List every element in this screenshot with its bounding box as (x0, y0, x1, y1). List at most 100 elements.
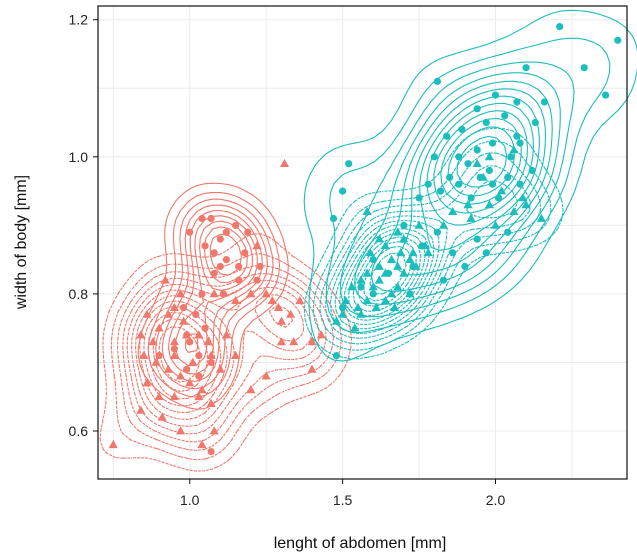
teal-triangle-point (393, 227, 403, 236)
teal-circle-point (436, 187, 445, 195)
teal-circle-point (455, 153, 463, 161)
teal-circle-point (446, 173, 454, 181)
teal-circle-point (556, 23, 564, 31)
teal-circle-point (488, 139, 497, 147)
teal-triangle-point (368, 282, 378, 291)
red-triangle-point (136, 330, 146, 339)
red-circle-point (216, 262, 224, 271)
teal-triangle-point (463, 200, 473, 209)
x-tick-label: 1.0 (180, 492, 200, 508)
teal-triangle-point (347, 282, 357, 291)
y-tick-label: 1.2 (69, 12, 89, 28)
teal-triangle-point (466, 213, 476, 222)
teal-circle-point (449, 249, 457, 257)
teal-triangle-point (365, 248, 375, 257)
red-triangle-point (148, 337, 158, 346)
density-contours (99, 9, 637, 472)
teal-triangle-point (356, 275, 366, 284)
teal-triangle-point (374, 275, 384, 284)
red-triangle-point (188, 357, 198, 366)
teal-circle-point (473, 105, 481, 113)
teal-circle-point (369, 290, 377, 298)
teal-circle-point (602, 91, 610, 99)
red-triangle-point (157, 412, 167, 421)
y-axis-ticks: 0.6 0.8 1.0 1.2 (69, 12, 98, 439)
teal-triangle-point (497, 186, 507, 195)
x-tick-label: 1.5 (333, 492, 353, 508)
teal-circle-point (504, 228, 512, 236)
red-triangle-point (108, 439, 118, 449)
teal-circle-point (443, 132, 451, 140)
teal-circle-point (501, 112, 509, 120)
red-triangle-point (209, 289, 219, 298)
red-triangle-point (215, 364, 225, 373)
teal-triangle-point (509, 145, 519, 154)
red-triangle-point (273, 302, 283, 311)
red-circle-point (241, 249, 249, 257)
teal-triangle-point (362, 206, 372, 215)
red-circle-point (198, 290, 206, 298)
plot-frame (97, 5, 628, 480)
red-triangle-point (176, 371, 186, 380)
red-triangle-point (136, 405, 146, 414)
teal-circle-point (458, 125, 466, 133)
teal-circle-point (329, 214, 338, 223)
red-triangle-point (307, 364, 317, 373)
density-contour (303, 127, 564, 360)
teal-triangle-point (380, 241, 390, 250)
red-triangle-point (280, 158, 290, 167)
red-circle-point (219, 290, 227, 298)
teal-triangle-point (374, 234, 384, 243)
teal-circle-point (339, 304, 347, 312)
red-circle-point (207, 358, 215, 367)
red-triangle-point (194, 391, 204, 401)
teal-triangle-point (380, 296, 390, 305)
teal-triangle-point (353, 302, 363, 311)
red-circle-point (207, 448, 215, 456)
red-triangle-point (197, 385, 207, 394)
teal-triangle-point (362, 296, 372, 305)
teal-triangle-point (350, 323, 360, 332)
red-triangle-point (267, 296, 277, 305)
red-triangle-point (185, 378, 195, 387)
red-triangle-point (295, 296, 305, 305)
red-triangle-point (182, 330, 192, 339)
red-triangle-point (142, 378, 152, 387)
teal-circle-point (345, 160, 353, 168)
red-circle-point (201, 242, 209, 250)
teal-triangle-point (341, 296, 351, 305)
teal-triangle-point (387, 289, 397, 298)
teal-circle-point (531, 118, 539, 127)
red-circle-point (256, 262, 264, 271)
red-circle-point (207, 214, 215, 223)
teal-circle-point (482, 118, 490, 127)
teal-triangle-point (518, 193, 528, 202)
teal-triangle-point (414, 220, 424, 229)
teal-circle-point (415, 194, 423, 202)
red-triangle-point (307, 337, 317, 346)
teal-circle-point (357, 283, 365, 291)
teal-circle-point (528, 166, 536, 175)
teal-circle-point (540, 98, 549, 106)
teal-triangle-point (371, 302, 381, 311)
teal-circle-point (433, 228, 441, 236)
red-triangle-point (139, 350, 149, 359)
red-circle-point (232, 221, 240, 229)
teal-triangle-point (396, 248, 406, 257)
teal-triangle-point (448, 206, 458, 215)
teal-circle-point (473, 146, 481, 154)
red-triangle-point (169, 337, 179, 346)
teal-circle-point (461, 262, 469, 271)
red-triangle-point (169, 391, 179, 401)
red-triangle-point (231, 296, 241, 305)
teal-triangle-point (408, 248, 418, 257)
teal-circle-point (513, 132, 521, 140)
teal-circle-point (400, 221, 408, 229)
red-circle-point (210, 269, 218, 277)
teal-circle-point (464, 160, 472, 168)
teal-triangle-point (484, 200, 494, 209)
teal-triangle-point (399, 268, 409, 277)
teal-triangle-point (420, 241, 430, 250)
red-triangle-point (194, 330, 204, 339)
red-triangle-point (169, 302, 179, 311)
